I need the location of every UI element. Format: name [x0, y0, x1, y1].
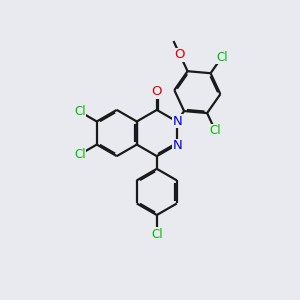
- Text: Cl: Cl: [74, 148, 86, 161]
- Text: Cl: Cl: [151, 228, 163, 241]
- Text: Cl: Cl: [209, 124, 221, 137]
- Text: O: O: [152, 85, 162, 98]
- Text: N: N: [172, 115, 182, 128]
- Text: O: O: [175, 48, 185, 62]
- Text: Cl: Cl: [216, 51, 227, 64]
- Text: Cl: Cl: [74, 105, 86, 118]
- Text: N: N: [173, 139, 183, 152]
